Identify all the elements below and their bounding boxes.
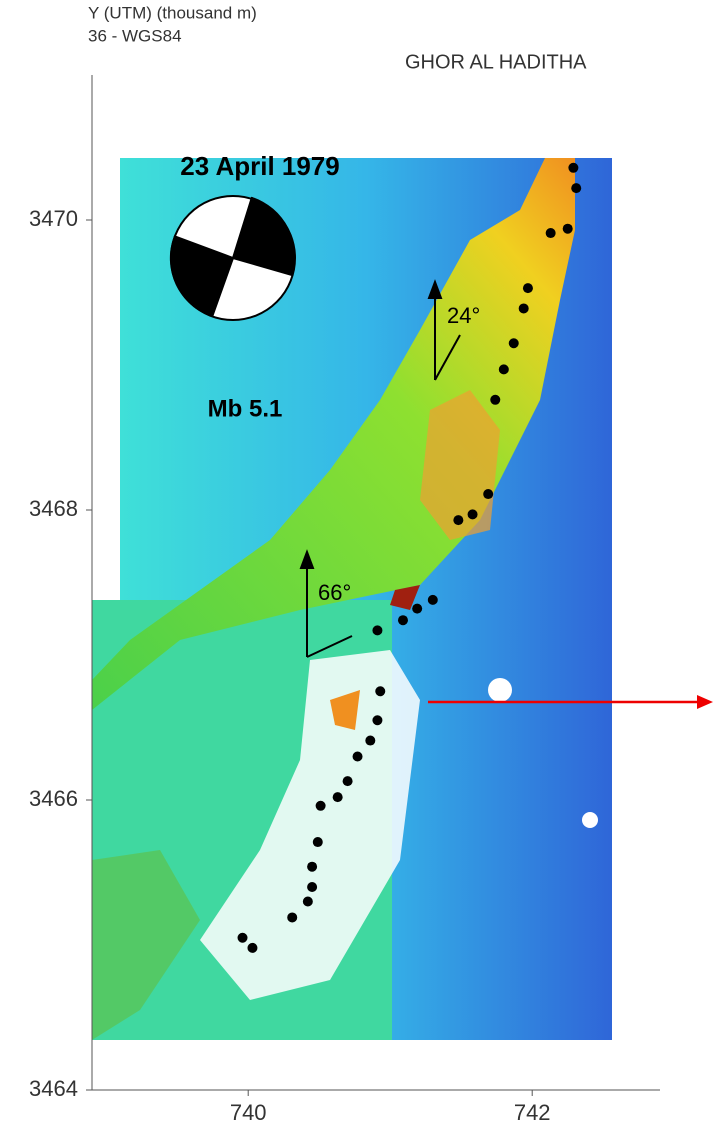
epicenter — [353, 752, 363, 762]
magnitude: Mb 5.1 — [208, 395, 283, 422]
dip-angle: 66° — [318, 580, 351, 605]
epicenter — [247, 943, 257, 953]
epicenter — [303, 897, 313, 907]
epicenter — [343, 776, 353, 786]
figure: Y (UTM) (thousand m) 36 - WGS84 GHOR AL … — [0, 0, 716, 1129]
y-tick-label: 3468 — [29, 496, 78, 521]
epicenter — [468, 509, 478, 519]
y-tick-label: 3466 — [29, 786, 78, 811]
y-tick-label: 3470 — [29, 206, 78, 231]
epicenter — [372, 625, 382, 635]
datum: 36 - WGS84 — [88, 26, 182, 45]
epicenter — [483, 489, 493, 499]
epicenter — [287, 912, 297, 922]
epicenter — [238, 933, 248, 943]
epicenter — [307, 882, 317, 892]
epicenter — [509, 338, 519, 348]
dip-angle: 24° — [447, 303, 480, 328]
epicenter — [412, 604, 422, 614]
epicenter — [316, 801, 326, 811]
event-date: 23 April 1979 — [180, 151, 339, 181]
epicenter — [546, 228, 556, 238]
epicenter — [519, 303, 529, 313]
epicenter — [499, 364, 509, 374]
epicenter — [453, 515, 463, 525]
epicenter — [333, 792, 343, 802]
x-tick-label: 742 — [514, 1100, 551, 1125]
epicenter — [571, 183, 581, 193]
epicenter — [313, 837, 323, 847]
focal-mechanism — [170, 196, 295, 320]
epicenter — [428, 595, 438, 605]
epicenter — [365, 736, 375, 746]
x-tick-label: 740 — [230, 1100, 267, 1125]
y-axis-label: Y (UTM) (thousand m) — [88, 3, 257, 22]
epicenter — [568, 163, 578, 173]
epicenter — [307, 862, 317, 872]
y-tick-label: 3464 — [29, 1076, 78, 1101]
epicenter — [490, 395, 500, 405]
epicenter — [398, 615, 408, 625]
epicenter — [523, 283, 533, 293]
raster — [92, 158, 612, 1040]
epicenter — [375, 686, 385, 696]
epicenter — [563, 224, 573, 234]
map-title: GHOR AL HADITHA — [405, 51, 587, 73]
epicenter — [372, 715, 382, 725]
